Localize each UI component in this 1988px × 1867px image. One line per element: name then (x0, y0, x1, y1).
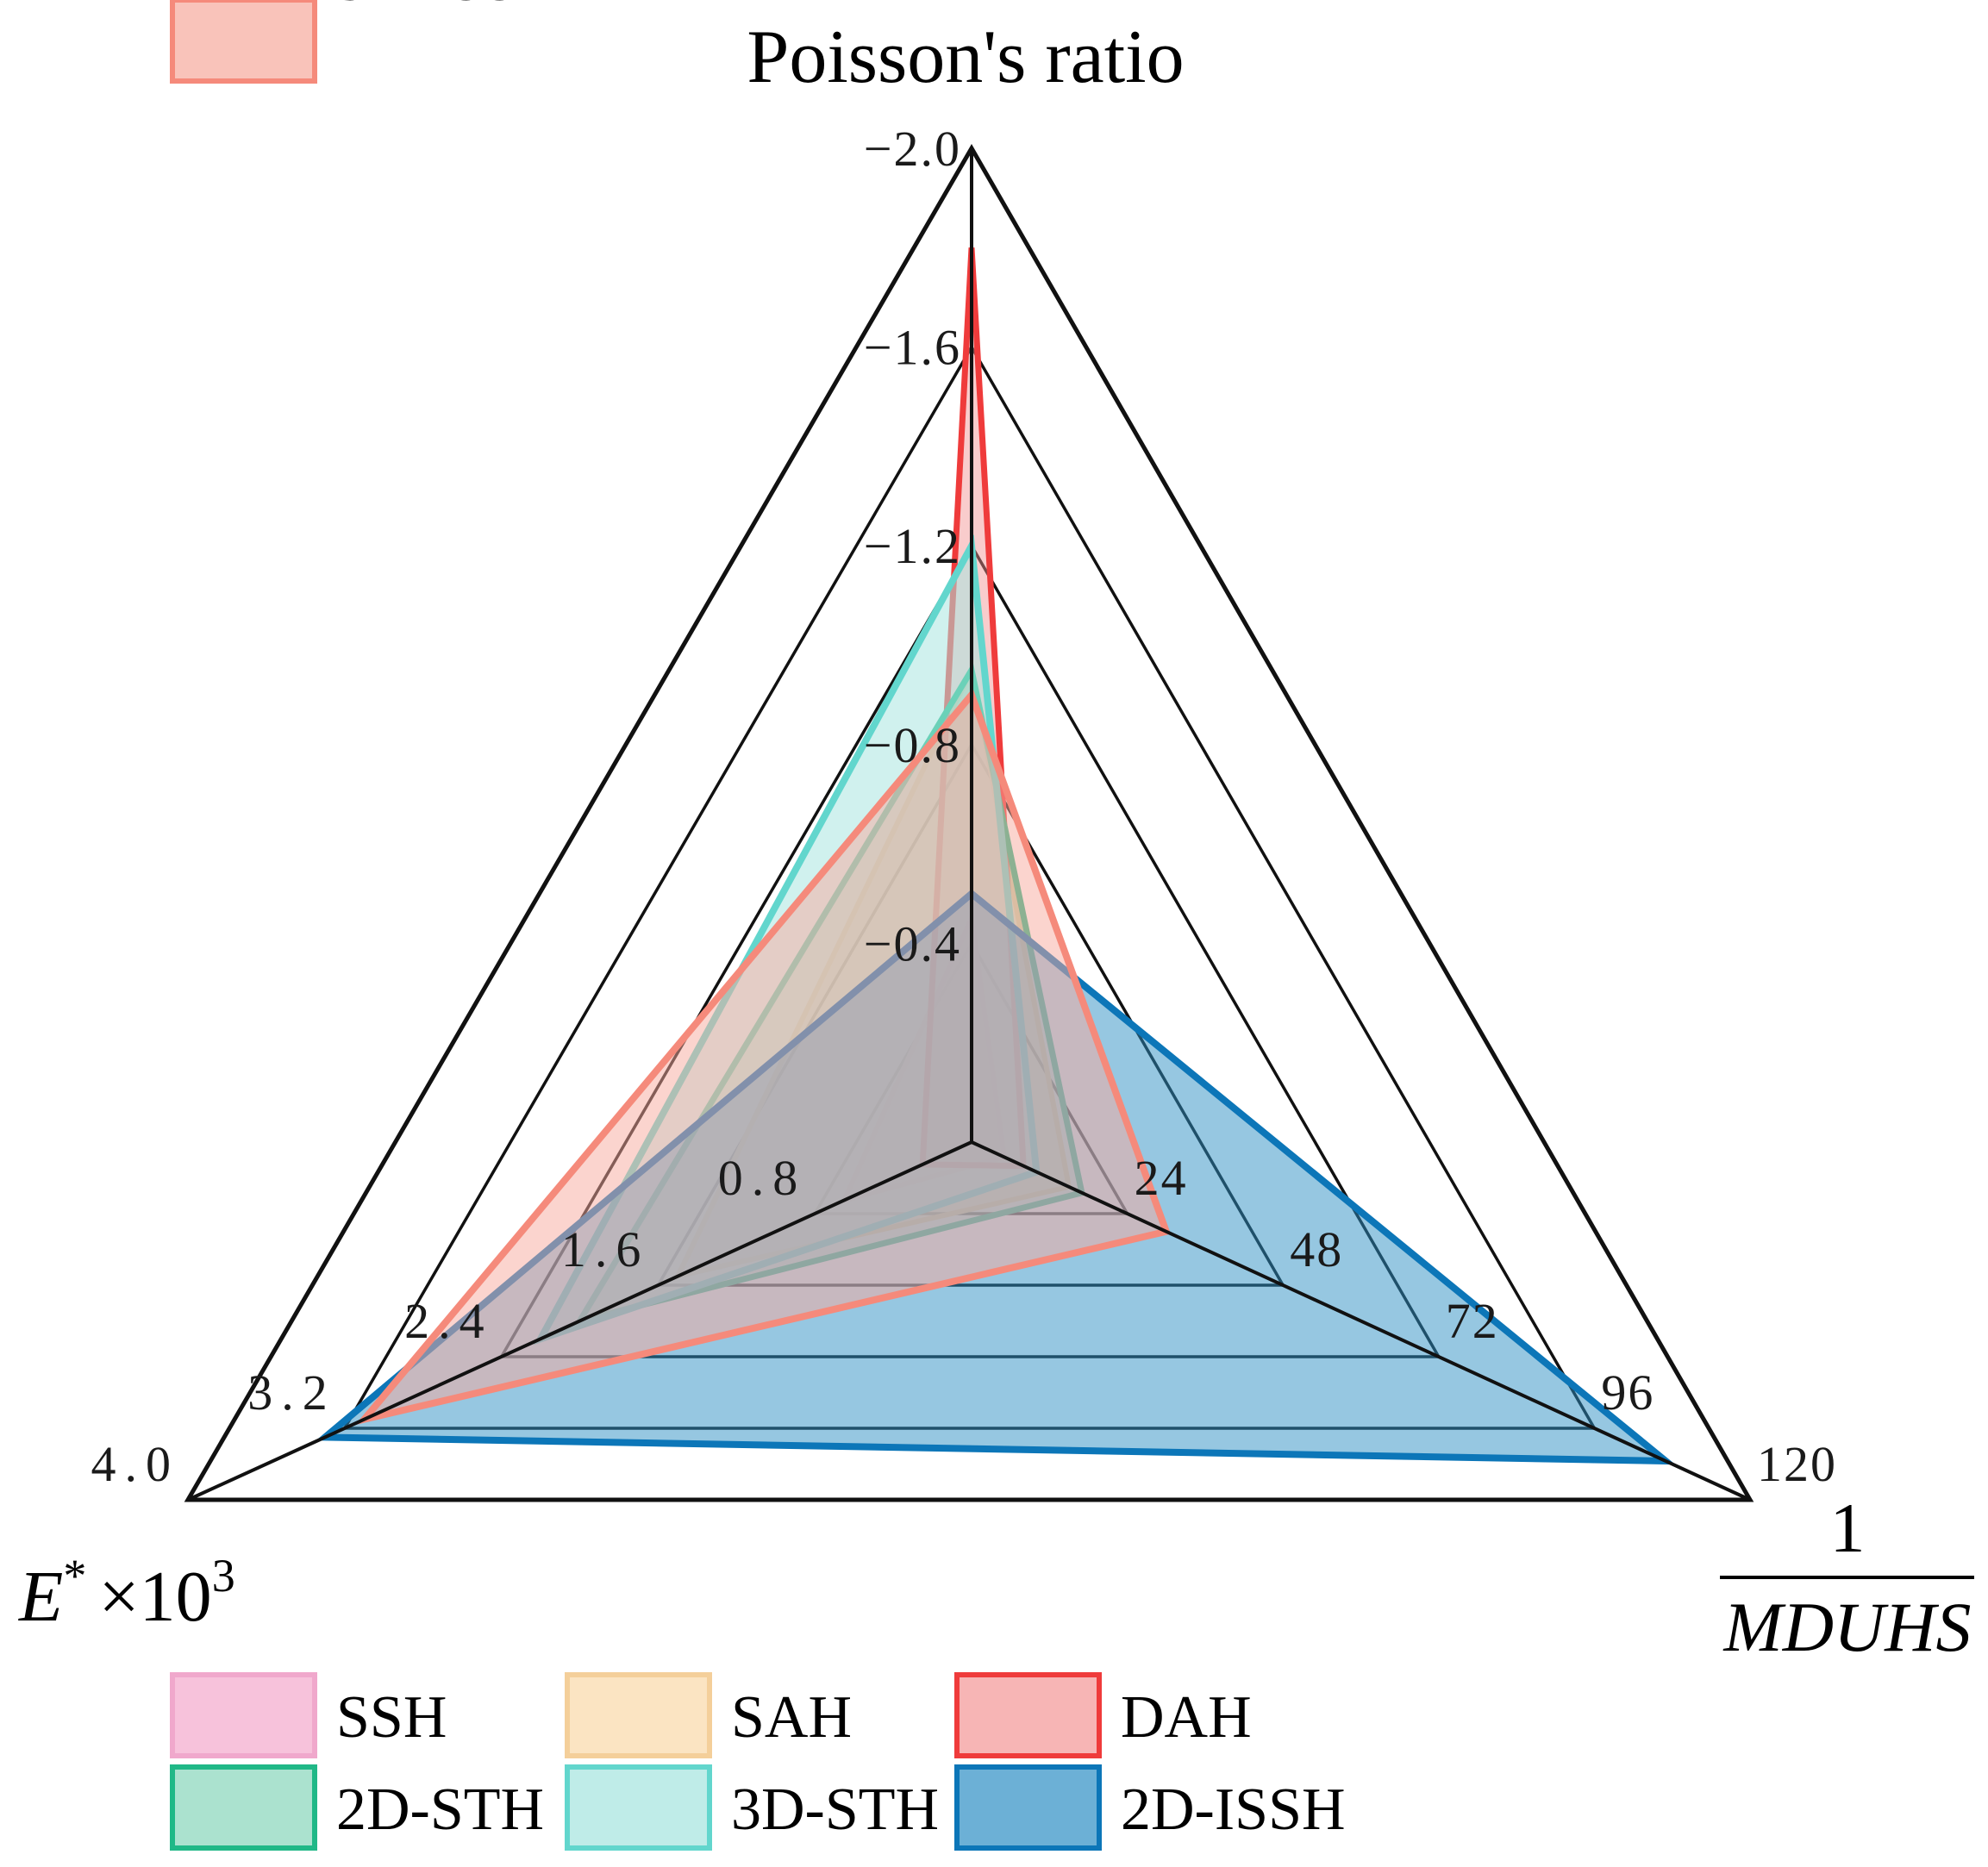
series-3d-issh-polygon (354, 688, 1172, 1426)
mduhs-axis-title-denominator: MDUHS (1723, 1588, 1972, 1666)
legend-item-ssh: SSH (170, 1672, 447, 1758)
legend-swatch-dah (954, 1672, 1102, 1758)
mduhs-axis-title-numerator: 1 (1830, 1489, 1866, 1567)
legend-label-2d-issh: 2D-ISSH (1121, 1776, 1346, 1843)
modulus-tick-label: 0.8 (718, 1150, 807, 1206)
modulus-tick-label: 2.4 (404, 1293, 493, 1349)
mduhs-tick-label: 72 (1446, 1293, 1499, 1349)
legend: SSH SAH DAH 2D-STH 3D-STH 2D-ISSH 3D-ISSH (170, 0, 1346, 1851)
legend-swatch-3d-issh (170, 0, 317, 84)
mduhs-tick-label: 24 (1135, 1150, 1188, 1206)
legend-label-3d-issh: 3D-ISSH (336, 0, 561, 14)
tick-labels: −0.4 −0.8 −1.2 −1.6 −2.0 24 48 72 96 120 0.8 1.6 2.4… (91, 121, 1837, 1492)
legend-item-dah: DAH (954, 1672, 1252, 1758)
poisson-axis-title: Poisson's ratio (747, 16, 1184, 99)
legend-label-ssh: SSH (336, 1684, 447, 1751)
mduhs-tick-label: 96 (1601, 1364, 1654, 1421)
legend-item-2d-issh: 2D-ISSH (954, 1764, 1346, 1851)
legend-label-2d-sth: 2D-STH (336, 1776, 544, 1843)
legend-label-3d-sth: 3D-STH (731, 1776, 939, 1843)
modulus-axis-title: E* ×103 (18, 1550, 235, 1637)
radar-axes (187, 148, 1751, 1502)
legend-item-sah: SAH (565, 1672, 852, 1758)
legend-item-3d-issh: 3D-ISSH (170, 0, 561, 84)
legend-swatch-3d-sth (565, 1764, 712, 1851)
poisson-tick-label: −1.2 (864, 518, 961, 574)
mduhs-axis-title: 1 MDUHS (1720, 1489, 1974, 1666)
modulus-tick-label: 1.6 (561, 1221, 650, 1277)
poisson-tick-label: −2.0 (864, 121, 961, 177)
mduhs-axis-line (971, 1140, 1751, 1502)
legend-label-dah: DAH (1121, 1684, 1252, 1751)
modulus-axis-title-exponent: 3 (212, 1550, 235, 1602)
legend-swatch-sah (565, 1672, 712, 1758)
modulus-axis-line (187, 1140, 972, 1502)
legend-item-2d-sth: 2D-STH (170, 1764, 544, 1851)
legend-label-sah: SAH (731, 1684, 852, 1751)
mduhs-tick-label: 48 (1290, 1221, 1343, 1277)
poisson-tick-label: −0.8 (864, 717, 961, 773)
modulus-axis-title-symbol: E (18, 1557, 63, 1637)
grid-ring-5 (184, 144, 1754, 1502)
legend-swatch-ssh (170, 1672, 317, 1758)
mduhs-tick-label: 120 (1757, 1436, 1837, 1492)
poisson-tick-label: −1.6 (864, 320, 961, 376)
poisson-tick-label: −0.4 (864, 915, 961, 971)
modulus-tick-label: 4.0 (91, 1436, 180, 1492)
legend-swatch-2d-issh (954, 1764, 1102, 1851)
modulus-tick-label: 3.2 (247, 1364, 336, 1421)
legend-swatch-2d-sth (170, 1764, 317, 1851)
legend-item-3d-sth: 3D-STH (565, 1764, 939, 1851)
modulus-axis-title-superscript: * (63, 1550, 86, 1602)
series-layer (316, 247, 1676, 1465)
modulus-axis-title-times: ×10 (98, 1557, 211, 1637)
